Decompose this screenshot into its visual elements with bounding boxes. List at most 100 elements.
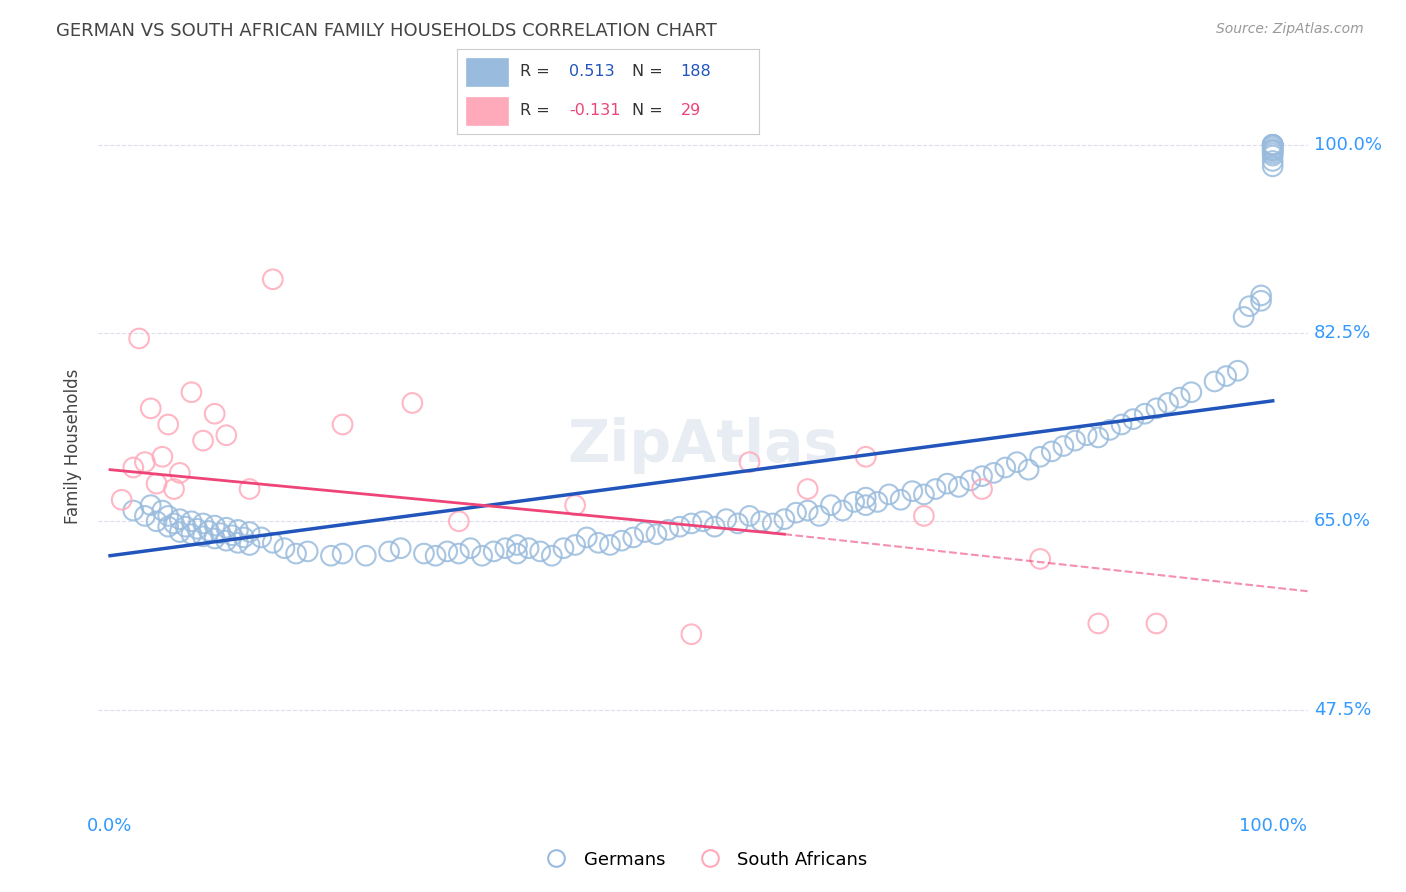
Point — [588, 536, 610, 550]
Point — [378, 544, 401, 558]
Point — [796, 503, 818, 517]
Point — [599, 538, 621, 552]
Point — [145, 514, 167, 528]
Point — [529, 544, 551, 558]
Point — [1122, 412, 1144, 426]
Point — [273, 541, 295, 556]
Point — [204, 407, 226, 421]
Point — [297, 544, 319, 558]
Point — [239, 524, 262, 539]
Point — [564, 538, 586, 552]
Point — [239, 482, 262, 496]
Point — [250, 530, 273, 544]
Point — [727, 516, 749, 531]
Point — [564, 498, 586, 512]
Point — [122, 460, 145, 475]
Point — [1215, 369, 1237, 384]
Text: R =: R = — [520, 64, 555, 79]
Point — [163, 516, 186, 531]
Point — [901, 484, 924, 499]
Point — [681, 516, 703, 531]
Point — [762, 516, 785, 531]
Text: R =: R = — [520, 103, 555, 119]
Point — [1250, 293, 1272, 308]
Point — [749, 514, 772, 528]
Point — [912, 487, 935, 501]
Point — [204, 532, 226, 546]
Point — [970, 482, 993, 496]
Point — [1261, 137, 1284, 152]
Point — [198, 524, 221, 538]
Point — [354, 549, 377, 563]
Point — [401, 396, 423, 410]
Point — [1168, 391, 1191, 405]
FancyBboxPatch shape — [465, 58, 509, 87]
Point — [1087, 616, 1109, 631]
Point — [668, 519, 690, 533]
Point — [621, 530, 644, 544]
Text: Source: ZipAtlas.com: Source: ZipAtlas.com — [1216, 22, 1364, 37]
Point — [122, 503, 145, 517]
Text: 47.5%: 47.5% — [1313, 700, 1371, 719]
Point — [1261, 146, 1284, 161]
Point — [226, 536, 249, 550]
Point — [855, 450, 877, 464]
Point — [128, 331, 150, 345]
Point — [866, 495, 889, 509]
Point — [471, 549, 494, 563]
Point — [1180, 385, 1202, 400]
Point — [145, 476, 167, 491]
Point — [1087, 430, 1109, 444]
Point — [425, 549, 447, 563]
Point — [1250, 288, 1272, 302]
Point — [970, 469, 993, 483]
Point — [482, 544, 505, 558]
Point — [681, 627, 703, 641]
Text: GERMAN VS SOUTH AFRICAN FAMILY HOUSEHOLDS CORRELATION CHART: GERMAN VS SOUTH AFRICAN FAMILY HOUSEHOLD… — [56, 22, 717, 40]
Point — [610, 533, 633, 548]
Point — [157, 417, 180, 432]
Point — [163, 482, 186, 496]
Point — [1157, 396, 1180, 410]
Point — [994, 460, 1017, 475]
Point — [855, 491, 877, 505]
Point — [1018, 463, 1040, 477]
Point — [215, 533, 238, 548]
Point — [134, 455, 156, 469]
Point — [204, 518, 226, 533]
Point — [447, 514, 470, 528]
Point — [692, 514, 714, 528]
Point — [1239, 299, 1261, 313]
Point — [1064, 434, 1087, 448]
Text: N =: N = — [633, 103, 668, 119]
Point — [332, 417, 354, 432]
Point — [262, 272, 284, 286]
Point — [1261, 137, 1284, 152]
Point — [959, 474, 981, 488]
Legend: Germans, South Africans: Germans, South Africans — [531, 844, 875, 876]
Text: -0.131: -0.131 — [569, 103, 620, 119]
Point — [447, 547, 470, 561]
Point — [796, 482, 818, 496]
Point — [191, 529, 214, 543]
Point — [912, 508, 935, 523]
Point — [262, 536, 284, 550]
Point — [180, 514, 202, 528]
Point — [413, 547, 436, 561]
Text: N =: N = — [633, 64, 668, 79]
Text: ZipAtlas: ZipAtlas — [568, 417, 838, 475]
Point — [221, 528, 243, 542]
Point — [169, 512, 191, 526]
Point — [1204, 375, 1226, 389]
Point — [1261, 137, 1284, 152]
Point — [209, 526, 232, 541]
Point — [877, 487, 900, 501]
Text: 188: 188 — [681, 64, 711, 79]
Point — [1261, 153, 1284, 168]
Point — [285, 547, 308, 561]
Point — [139, 498, 162, 512]
Point — [1144, 616, 1167, 631]
Point — [186, 522, 208, 536]
Y-axis label: Family Households: Family Households — [65, 368, 83, 524]
Point — [575, 530, 598, 544]
